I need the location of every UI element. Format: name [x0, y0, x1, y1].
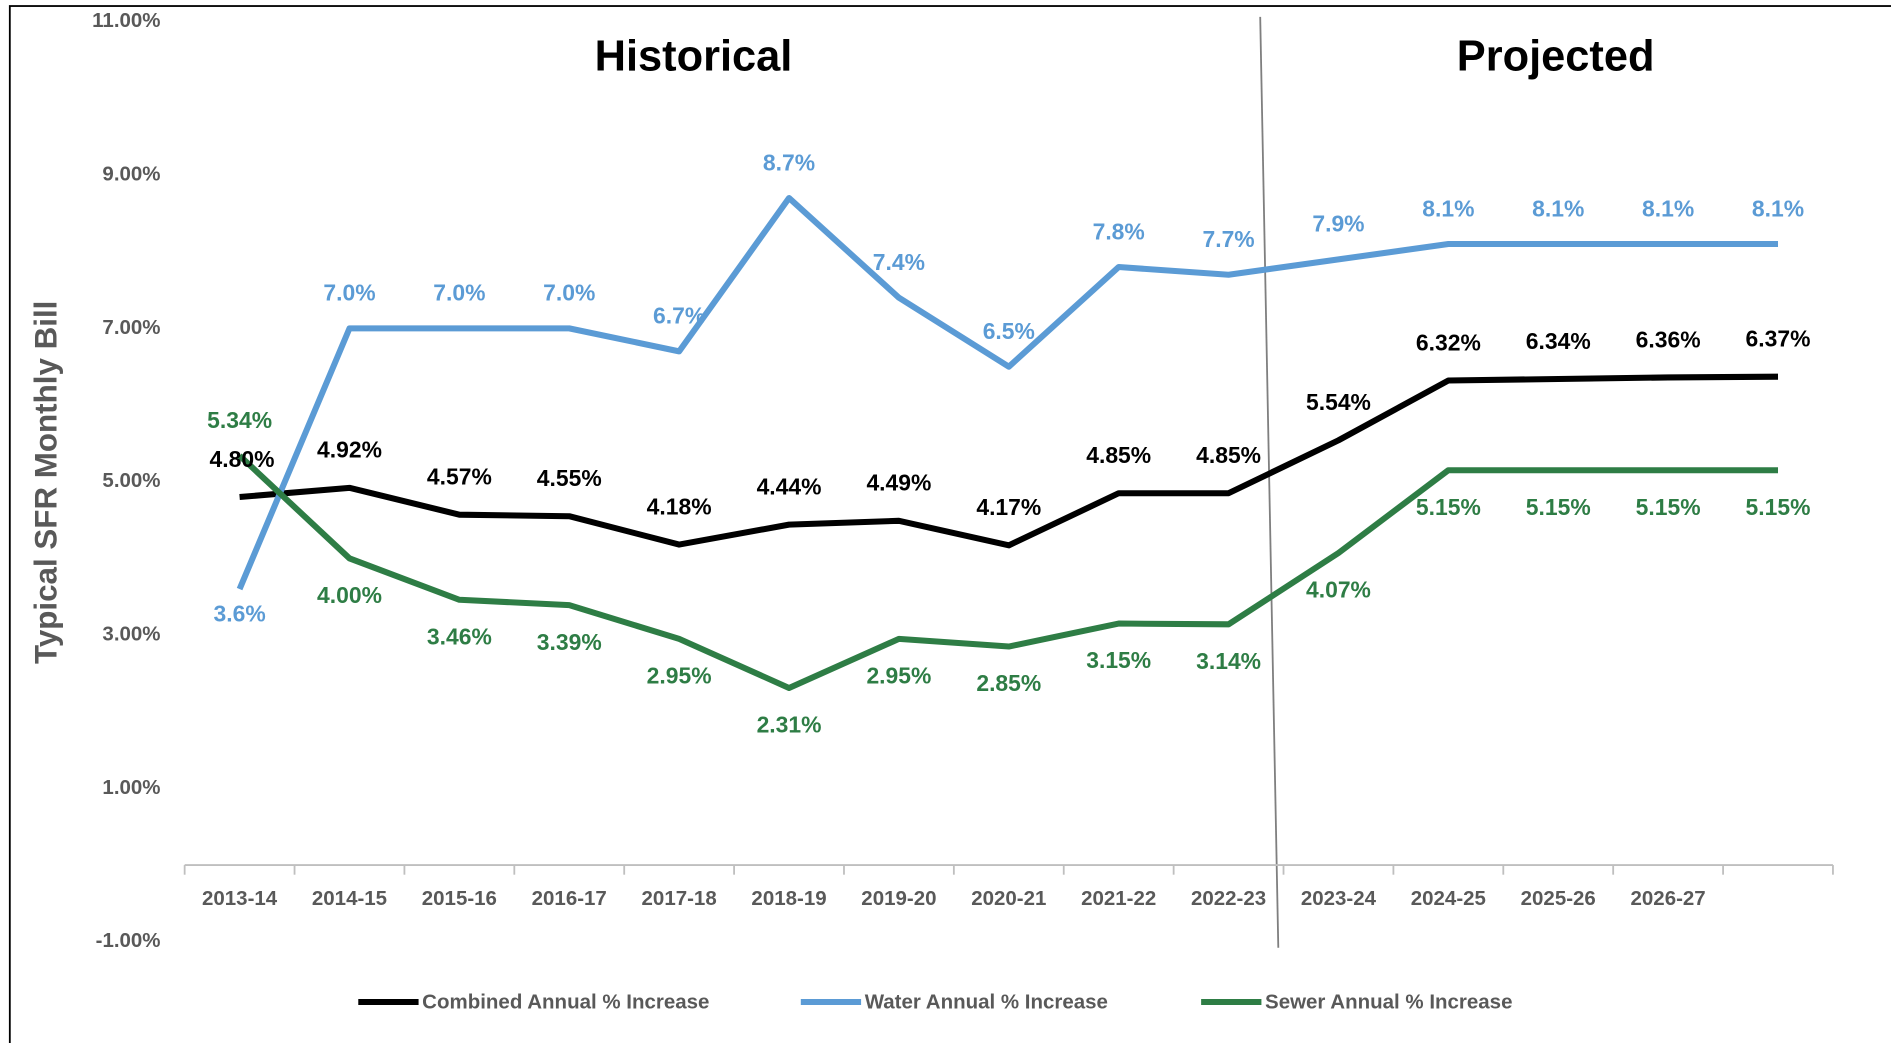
x-tick-label: 2019-20: [861, 887, 936, 910]
data-label: 4.92%: [317, 437, 382, 463]
y-tick-label: 1.00%: [102, 776, 160, 799]
data-label: 6.37%: [1746, 326, 1811, 352]
data-label: 4.80%: [210, 446, 275, 472]
data-label: 7.0%: [543, 280, 595, 306]
x-tick-label: 2021-22: [1081, 887, 1156, 910]
y-tick-label: 3.00%: [102, 622, 160, 645]
data-label: 4.85%: [1086, 442, 1151, 468]
data-label: 2.95%: [866, 663, 931, 689]
data-label: 8.1%: [1422, 195, 1474, 221]
data-label: 5.15%: [1636, 494, 1701, 520]
data-label: 7.0%: [323, 280, 375, 306]
data-label: 4.57%: [427, 464, 492, 490]
data-label: 7.4%: [873, 249, 925, 275]
legend-label: Combined Annual % Increase: [422, 991, 709, 1014]
data-label: 4.44%: [757, 474, 822, 500]
x-tick-label: 2024-25: [1411, 887, 1486, 910]
data-label: 5.54%: [1306, 389, 1371, 415]
data-label: 2.31%: [757, 712, 822, 738]
data-label: 6.34%: [1526, 328, 1591, 354]
x-tick-label: 2018-19: [751, 887, 826, 910]
data-label: 4.18%: [647, 493, 712, 519]
data-label: 8.1%: [1752, 195, 1804, 221]
y-axis-label: Typical SFR Monthly Bill: [29, 301, 64, 664]
data-label: 6.32%: [1416, 329, 1481, 355]
series-line: [237, 453, 1779, 691]
data-label: 8.1%: [1532, 195, 1584, 221]
data-label: 7.8%: [1093, 218, 1145, 244]
chart-frame: [8, 5, 1891, 1043]
legend-label: Sewer Annual % Increase: [1265, 991, 1512, 1014]
x-tick-label: 2016-17: [532, 887, 607, 910]
annotation: Projected: [1457, 33, 1655, 81]
data-label: 8.7%: [763, 149, 815, 175]
data-label: 7.7%: [1202, 226, 1254, 252]
series-line: [236, 195, 1779, 591]
divider: [1259, 16, 1280, 948]
data-label: 6.7%: [653, 303, 705, 329]
data-label: 5.34%: [207, 407, 272, 433]
y-tick-label: -1.00%: [96, 929, 161, 952]
x-tick-label: 2017-18: [642, 887, 717, 910]
data-label: 3.46%: [427, 623, 492, 649]
data-label: 4.49%: [866, 470, 931, 496]
y-tick-label: 5.00%: [102, 469, 160, 492]
x-tick-label: 2020-21: [971, 887, 1046, 910]
y-tick-label: 9.00%: [102, 162, 160, 185]
data-label: 5.15%: [1526, 494, 1591, 520]
data-label: 8.1%: [1642, 195, 1694, 221]
x-tick-label: 2025-26: [1521, 887, 1596, 910]
data-label: 7.9%: [1312, 211, 1364, 237]
data-label: 4.55%: [537, 465, 602, 491]
data-label: 7.0%: [433, 280, 485, 306]
data-label: 3.6%: [214, 601, 266, 627]
x-tick-label: 2015-16: [422, 887, 497, 910]
data-label: 4.07%: [1306, 577, 1371, 603]
data-label: 6.36%: [1636, 326, 1701, 352]
y-tick-label: 7.00%: [102, 316, 160, 339]
data-label: 3.14%: [1196, 648, 1261, 674]
data-label: 4.17%: [976, 494, 1041, 520]
data-label: 3.39%: [537, 629, 602, 655]
data-label: 5.15%: [1416, 494, 1481, 520]
x-tick-label: 2022-23: [1191, 887, 1266, 910]
y-tick-label: 11.00%: [92, 9, 160, 32]
series-line: [239, 373, 1779, 549]
data-label: 5.15%: [1746, 494, 1811, 520]
x-tick-label: 2014-15: [312, 887, 387, 910]
x-tick-label: 2023-24: [1301, 887, 1377, 910]
data-label: 6.5%: [983, 318, 1035, 344]
data-label: 2.95%: [647, 663, 712, 689]
data-label: 2.85%: [976, 670, 1041, 696]
data-label: 3.15%: [1086, 647, 1151, 673]
annotation: Historical: [595, 33, 793, 81]
data-label: 4.85%: [1196, 442, 1261, 468]
data-label: 4.00%: [317, 582, 382, 608]
legend-label: Water Annual % Increase: [865, 991, 1108, 1014]
x-tick-label: 2026-27: [1631, 887, 1706, 910]
x-tick-label: 2013-14: [202, 887, 278, 910]
